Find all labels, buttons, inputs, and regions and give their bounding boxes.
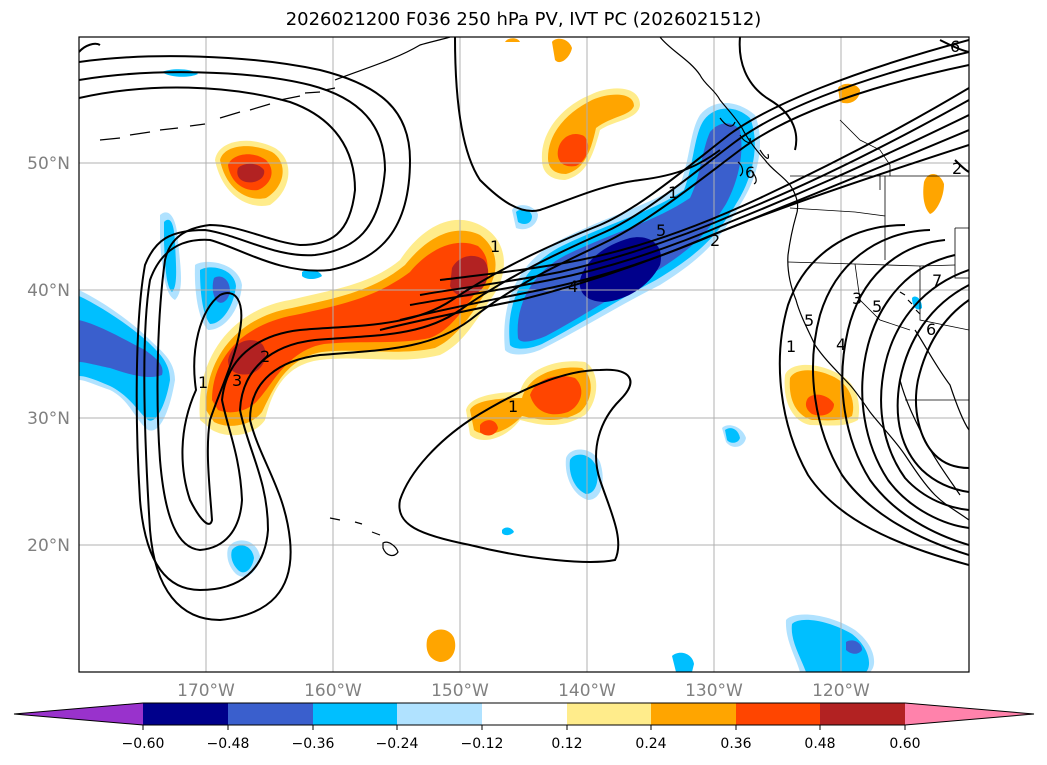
lat-label: 30°N bbox=[27, 409, 70, 429]
coastlines bbox=[99, 37, 969, 557]
colorbar-bin bbox=[397, 703, 482, 725]
svg-text:6: 6 bbox=[950, 37, 960, 56]
map-frame bbox=[78, 36, 970, 673]
svg-text:2: 2 bbox=[260, 347, 270, 366]
latitude-labels: 50°N 40°N 30°N 20°N bbox=[27, 154, 70, 556]
svg-text:1: 1 bbox=[508, 397, 518, 416]
colorbar-max-extend bbox=[905, 703, 1034, 725]
lat-label: 20°N bbox=[27, 536, 70, 556]
colorbar-tick-label: 0.24 bbox=[635, 736, 666, 752]
colorbar-tick-label: 0.12 bbox=[551, 736, 582, 752]
colorbar-bin bbox=[651, 703, 736, 725]
colorbar-tick-label: −0.24 bbox=[376, 736, 419, 752]
colorbar-bin bbox=[567, 703, 651, 725]
svg-text:6: 6 bbox=[926, 320, 936, 339]
colorbar-bin bbox=[820, 703, 905, 725]
colorbar-tick-label: −0.12 bbox=[461, 736, 504, 752]
lon-label: 120°W bbox=[812, 681, 870, 701]
svg-text:6: 6 bbox=[745, 163, 755, 182]
svg-text:4: 4 bbox=[568, 277, 578, 296]
colorbar-min-extend bbox=[14, 703, 143, 725]
colorbar-tick-label: 0.36 bbox=[720, 736, 751, 752]
svg-text:7: 7 bbox=[932, 271, 942, 290]
colorbar-tick-label: −0.60 bbox=[122, 736, 165, 752]
lat-label: 40°N bbox=[27, 281, 70, 301]
svg-text:3: 3 bbox=[852, 289, 862, 308]
lon-label: 160°W bbox=[304, 681, 362, 701]
shade-band-mid bbox=[212, 242, 488, 413]
neg-band-mid bbox=[517, 123, 742, 342]
contour-labels: 1 1 2 2 3 4 5 5 6 6 1 4 3 2 1 5 6 7 1 bbox=[198, 37, 962, 416]
svg-text:1: 1 bbox=[668, 183, 678, 202]
lon-label: 130°W bbox=[685, 681, 743, 701]
svg-text:2: 2 bbox=[952, 159, 962, 178]
colorbar-bin bbox=[482, 703, 567, 725]
colorbar-tick-label: 0.48 bbox=[804, 736, 835, 752]
svg-text:4: 4 bbox=[836, 335, 846, 354]
colorbar-tick-label: 0.60 bbox=[889, 736, 920, 752]
svg-text:1: 1 bbox=[490, 237, 500, 256]
longitude-labels: 170°W 160°W 150°W 140°W 130°W 120°W bbox=[177, 681, 870, 701]
lat-label: 50°N bbox=[27, 154, 70, 174]
svg-text:3: 3 bbox=[232, 371, 242, 390]
colorbar-bin bbox=[143, 703, 228, 725]
colorbar-tick-label: −0.48 bbox=[207, 736, 250, 752]
lon-label: 170°W bbox=[177, 681, 235, 701]
svg-text:5: 5 bbox=[872, 297, 882, 316]
svg-text:5: 5 bbox=[804, 311, 814, 330]
colorbar-bin bbox=[736, 703, 820, 725]
svg-text:1: 1 bbox=[786, 337, 796, 356]
lon-label: 150°W bbox=[431, 681, 489, 701]
svg-text:5: 5 bbox=[656, 221, 666, 240]
svg-text:2: 2 bbox=[710, 231, 720, 250]
colorbar-bin bbox=[313, 703, 397, 725]
contours bbox=[79, 37, 969, 622]
colorbar-bin bbox=[228, 703, 313, 725]
positive-anomaly-shading bbox=[199, 38, 944, 662]
lon-label: 140°W bbox=[558, 681, 616, 701]
map-title: 2026021200 F036 250 hPa PV, IVT PC (2026… bbox=[285, 9, 762, 30]
colorbar-tick-label: −0.36 bbox=[292, 736, 335, 752]
map-panel: 1 1 2 2 3 4 5 5 6 6 1 4 3 2 1 5 6 7 1 bbox=[79, 37, 969, 672]
colorbar: −0.60 −0.48 −0.36 −0.24 −0.12 0.12 0.24 … bbox=[13, 702, 1035, 752]
svg-text:1: 1 bbox=[198, 373, 208, 392]
